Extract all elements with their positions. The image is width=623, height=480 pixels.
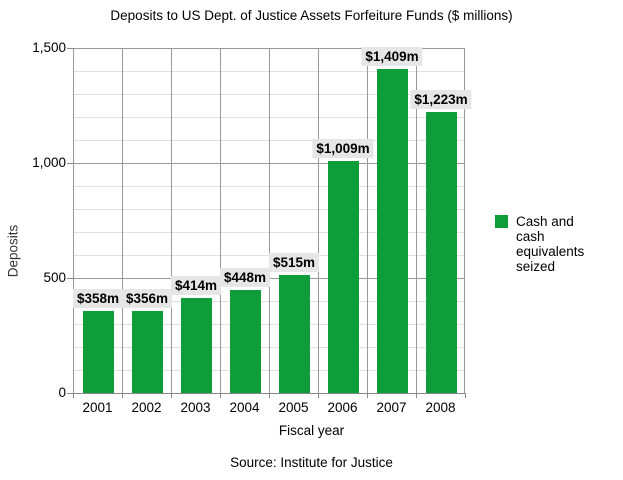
bar-value-label: $356m [121, 289, 173, 308]
bar [377, 69, 408, 393]
gridline-vertical [73, 48, 74, 394]
y-axis-tick [67, 163, 73, 164]
x-tick-label: 2002 [131, 400, 162, 415]
gridline-vertical [318, 48, 319, 394]
gridline-vertical [464, 48, 465, 394]
x-axis-tick [73, 393, 74, 398]
gridline-vertical [269, 48, 270, 394]
y-tick-label: 500 [43, 270, 66, 285]
y-tick-label: 0 [58, 385, 66, 400]
y-axis-title: Deposits [5, 224, 21, 278]
bar [426, 112, 457, 393]
plot-area: $358m $356m $414m $448m $515m $1,009m $1,409m $… [72, 47, 472, 394]
chart-title: Deposits to US Dept. of Justice Assets F… [110, 8, 513, 23]
legend: Cash and cash equivalents seized [495, 214, 604, 274]
bar [328, 161, 359, 393]
bar-value-label: $448m [219, 268, 271, 287]
x-axis-tick [171, 393, 172, 398]
x-tick-label: 2008 [425, 400, 456, 415]
x-axis-tick [367, 393, 368, 398]
bar-value-label: $1,409m [361, 47, 423, 66]
x-tick-label: 2001 [82, 400, 113, 415]
y-axis-tick [67, 48, 73, 49]
gridline-vertical [220, 48, 221, 394]
y-tick-label: 1,000 [32, 155, 66, 170]
bar-value-label: $515m [268, 253, 320, 272]
x-axis-tick [465, 393, 466, 398]
bar-value-label: $1,223m [410, 90, 472, 109]
x-axis-title: Fiscal year [278, 423, 345, 438]
legend-swatch [495, 215, 508, 228]
bar [132, 311, 163, 393]
x-axis-tick [416, 393, 417, 398]
x-tick-label: 2004 [229, 400, 260, 415]
bar-value-label: $358m [72, 289, 124, 308]
x-tick-label: 2003 [180, 400, 211, 415]
x-axis-tick [122, 393, 123, 398]
axis-baseline [73, 393, 465, 394]
gridline-vertical [367, 48, 368, 394]
gridline-vertical [122, 48, 123, 394]
bar-value-label: $1,009m [312, 139, 374, 158]
bar [279, 275, 310, 393]
y-tick-label: 1,500 [32, 40, 66, 55]
gridline-vertical [171, 48, 172, 394]
bar [181, 298, 212, 393]
x-axis-tick [220, 393, 221, 398]
x-tick-label: 2005 [278, 400, 309, 415]
x-tick-label: 2006 [327, 400, 358, 415]
bar-value-label: $414m [170, 276, 222, 295]
legend-label: Cash and cash equivalents seized [516, 214, 585, 274]
source-note: Source: Institute for Justice [230, 455, 393, 470]
y-axis-tick [67, 278, 73, 279]
bar [83, 311, 114, 393]
x-axis-tick [318, 393, 319, 398]
y-axis-tick [67, 393, 73, 394]
bar [230, 290, 261, 393]
x-tick-label: 2007 [376, 400, 407, 415]
x-axis-tick [269, 393, 270, 398]
gridline-vertical [416, 48, 417, 394]
